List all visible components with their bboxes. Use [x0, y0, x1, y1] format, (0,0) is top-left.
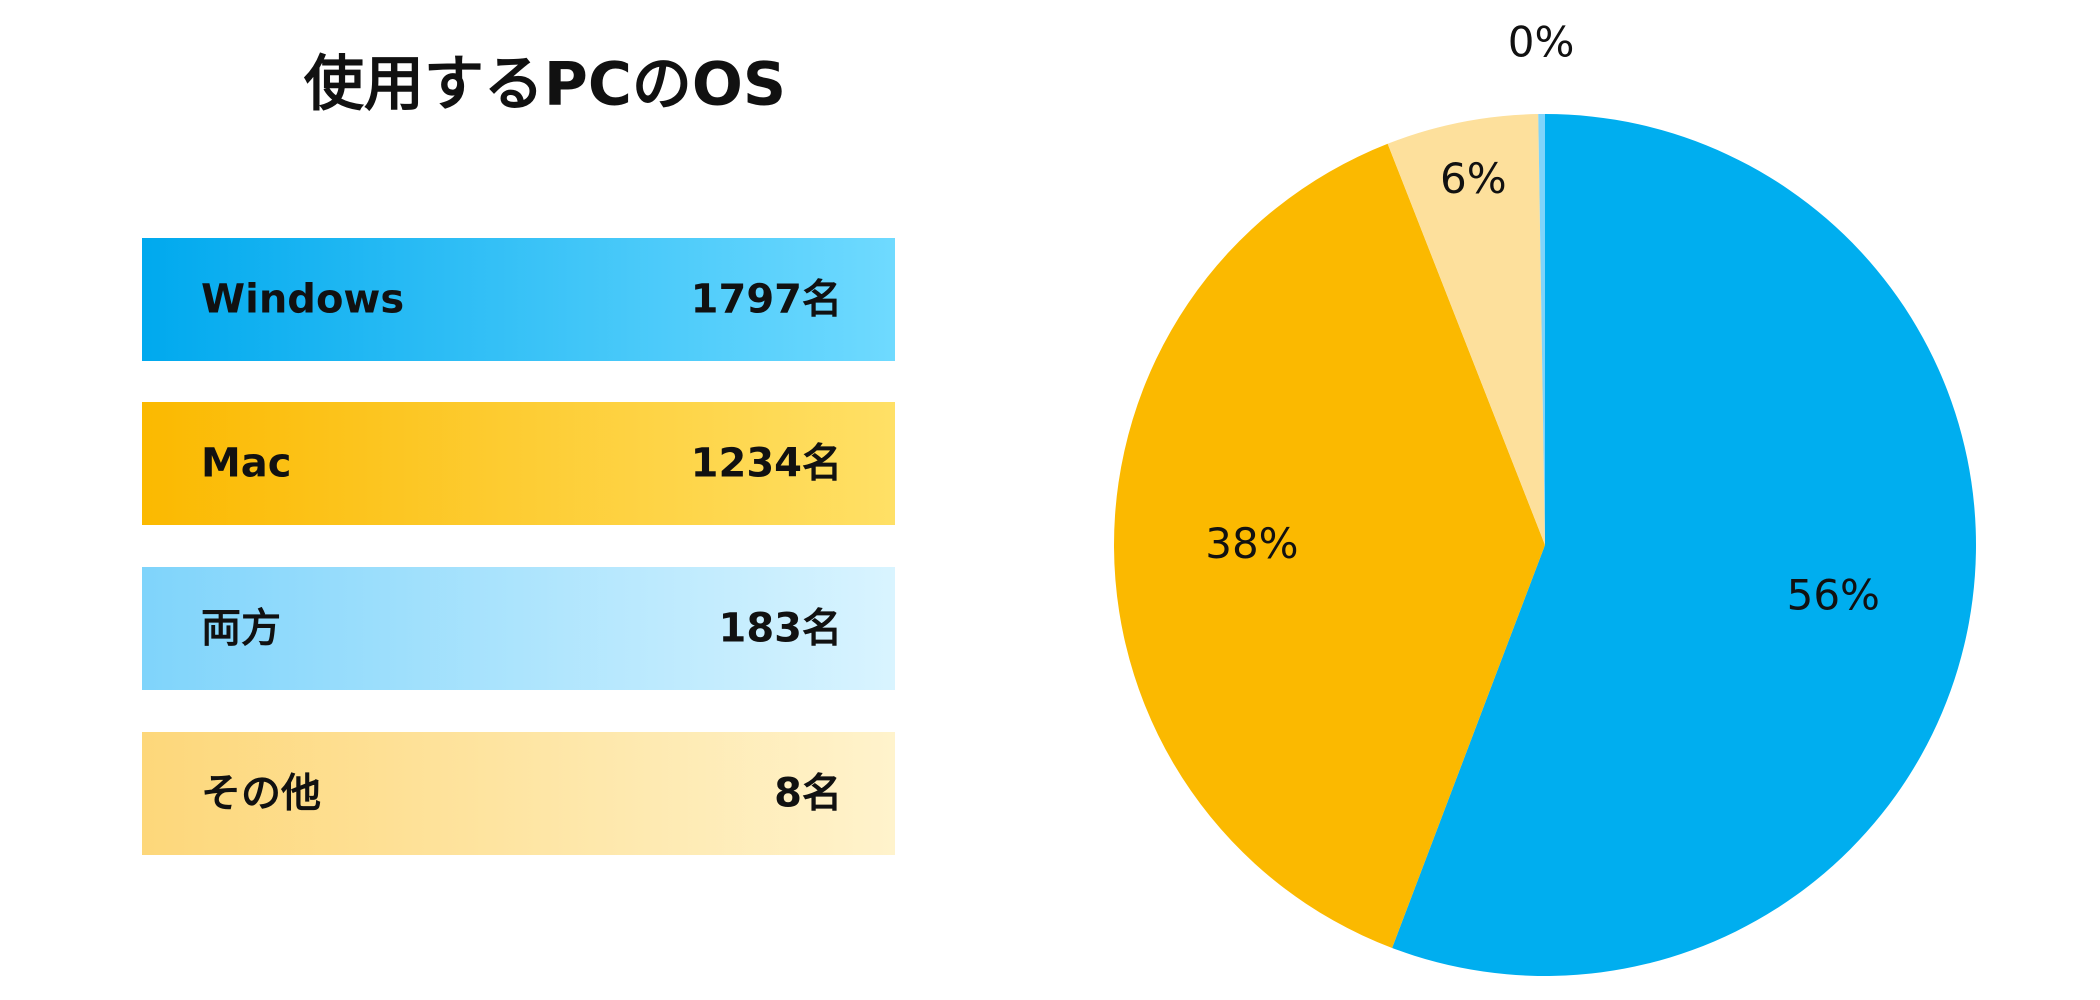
legend-label: Mac [201, 441, 292, 487]
legend-count: 183名 [719, 606, 843, 652]
legend-label: 両方 [201, 606, 281, 652]
chart-title: 使用するPCのOS [304, 50, 786, 120]
slice-label: 6% [1440, 154, 1507, 203]
slice-label: 56% [1787, 570, 1880, 619]
legend-label: Windows [201, 277, 404, 323]
pie-slice [1114, 143, 1545, 948]
legend-card [142, 732, 895, 855]
legend-count: 8名 [774, 771, 842, 817]
legend-count: 1234名 [691, 441, 842, 487]
legend-count: 1797名 [691, 277, 842, 323]
pie-slice [1538, 114, 1545, 545]
slice-label: 0% [1508, 18, 1575, 67]
legend-card [142, 402, 895, 525]
legend-card [142, 567, 895, 690]
legend-label: その他 [201, 771, 321, 817]
pie-slice [1387, 114, 1545, 546]
slice-label: 38% [1205, 519, 1298, 568]
pie-slice [1392, 114, 1976, 976]
legend-card [142, 238, 895, 361]
